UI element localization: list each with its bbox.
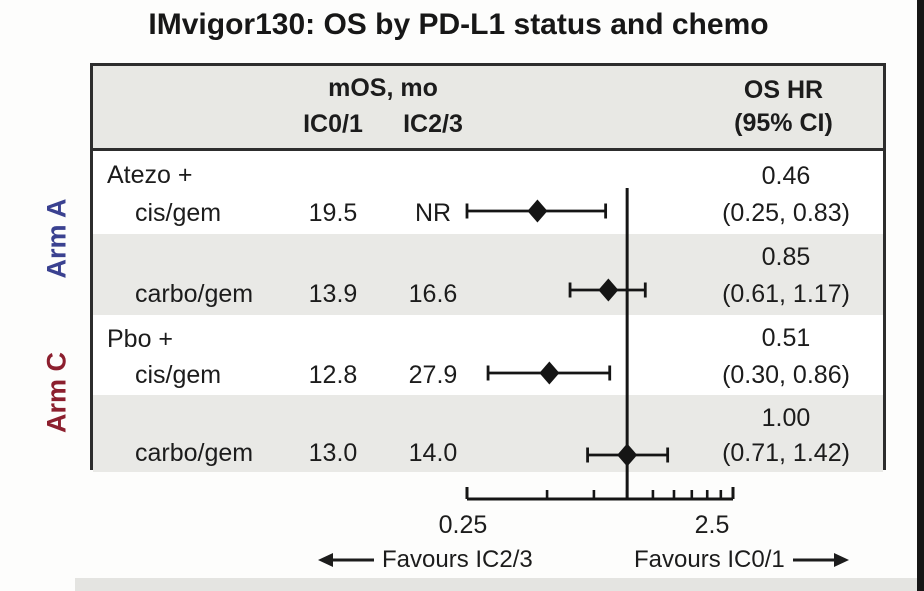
hr-value: 0.85 <box>761 243 811 271</box>
right-arrow-icon <box>792 553 849 567</box>
favours-left-legend: Favours IC2/3 <box>318 546 533 574</box>
mos-ic23-value: NR <box>414 199 452 227</box>
chart-title: IMvigor130: OS by PD-L1 status and chemo <box>148 8 769 41</box>
treatment-group-label: Pbo + <box>107 325 174 353</box>
left-arrow-icon <box>318 553 374 567</box>
table-row: carbo/gem 13.9 16.6 0.85 (0.61, 1.17) <box>93 234 883 315</box>
hr-value: 0.51 <box>761 324 811 352</box>
mos-ic01-value: 19.5 <box>308 199 358 227</box>
hr-ci-value: (0.30, 0.86) <box>722 361 850 389</box>
regimen-label: cis/gem <box>135 361 222 389</box>
mos-ic01-value: 12.8 <box>308 361 358 389</box>
regimen-label: cis/gem <box>135 199 222 227</box>
hr-value: 0.46 <box>761 162 811 190</box>
os-hr-header-line2: (95% CI) <box>734 109 833 137</box>
mos-ic01-value: 13.9 <box>308 280 358 308</box>
mos-ic01-value: 13.0 <box>308 439 358 467</box>
regimen-label: carbo/gem <box>135 280 254 308</box>
hr-ci-value: (0.71, 1.42) <box>722 439 850 467</box>
os-hr-header-line1: OS HR <box>743 76 824 104</box>
forest-plot-table: mOS, mo IC0/1 IC2/3 OS HR (95% CI) Atezo… <box>90 63 886 472</box>
table-row: carbo/gem 13.0 14.0 1.00 (0.71, 1.42) <box>93 395 883 472</box>
mos-column-group-header: mOS, mo <box>328 74 438 102</box>
os-hr-column-header: OS HR (95% CI) <box>681 74 886 140</box>
favours-right-legend: Favours IC0/1 <box>634 546 849 574</box>
video-frame-bottom-strip <box>75 578 917 591</box>
video-frame-right-strip <box>917 0 924 591</box>
ic01-column-header: IC0/1 <box>303 110 363 138</box>
favours-right-text: Favours IC0/1 <box>634 546 785 573</box>
table-header-row: mOS, mo IC0/1 IC2/3 OS HR (95% CI) <box>93 66 883 151</box>
x-axis-tick-label-right: 2.5 <box>694 511 730 539</box>
hr-ci-value: (0.61, 1.17) <box>722 280 850 308</box>
hr-value: 1.00 <box>761 404 811 432</box>
regimen-label: carbo/gem <box>135 439 254 467</box>
arm-a-label: Arm A <box>41 198 72 279</box>
hr-ci-value: (0.25, 0.83) <box>722 199 850 227</box>
mos-ic23-value: 16.6 <box>408 280 458 308</box>
mos-ic23-value: 14.0 <box>408 439 458 467</box>
favours-left-text: Favours IC2/3 <box>382 546 533 573</box>
arm-c-label: Arm C <box>41 352 72 434</box>
ic23-column-header: IC2/3 <box>403 110 463 138</box>
x-axis-tick-label-left: 0.25 <box>438 511 488 539</box>
table-row: Pbo + cis/gem 12.8 27.9 0.51 (0.30, 0.86… <box>93 315 883 395</box>
treatment-group-label: Atezo + <box>107 161 193 189</box>
table-row: Atezo + cis/gem 19.5 NR 0.46 (0.25, 0.83… <box>93 151 883 234</box>
mos-ic23-value: 27.9 <box>408 361 458 389</box>
